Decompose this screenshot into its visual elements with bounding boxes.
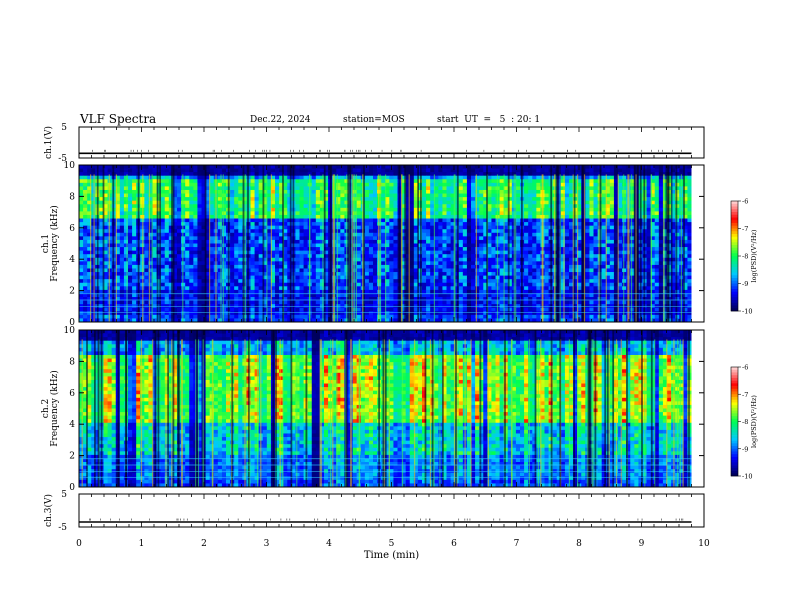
colorbar-tick-label: -7 [742, 391, 748, 399]
ch2-ytick-label: 4 [69, 420, 75, 430]
ch1-ytick-label: 6 [69, 224, 75, 234]
colorbar-tick-label: -6 [742, 198, 748, 206]
xtick-label: 4 [326, 539, 332, 549]
ch2-ytick-label: 10 [64, 326, 76, 336]
ch3-ytick-label: -5 [58, 523, 67, 533]
ch3-ytick-label: 5 [61, 490, 67, 500]
xtick-label: 2 [201, 539, 207, 549]
ch1-ylabel: Frequency (kHz) [49, 205, 60, 282]
ch1-ytick-label: 2 [69, 287, 75, 297]
xtick-label: 1 [139, 539, 145, 549]
colorbar-tick-label: -9 [742, 445, 748, 453]
colorbar-tick-label: -7 [742, 225, 748, 233]
xtick-label: 7 [514, 539, 520, 549]
ch2-ytick-label: 0 [69, 483, 75, 493]
colorbar-tick-label: -9 [742, 280, 748, 288]
colorbar-tick-label: -6 [742, 364, 748, 372]
ch2-ytick-label: 2 [69, 452, 75, 462]
xtick-label: 8 [576, 539, 582, 549]
ch1-ylabel: ch.1(V) [43, 126, 54, 159]
xtick-label: 6 [451, 539, 457, 549]
ch2-ytick-label: 6 [69, 389, 75, 399]
colorbar-label: log(PSD)(V²/Hz) [750, 229, 758, 282]
xtick-label: 10 [698, 539, 710, 549]
x-axis-label: Time (min) [364, 550, 419, 561]
ch2-spectrogram [79, 330, 704, 487]
colorbar-tick-label: -8 [742, 418, 748, 426]
colorbar-tick-label: -10 [742, 473, 752, 481]
ch1-ytick-label: 4 [69, 255, 75, 265]
xtick-label: 9 [639, 539, 645, 549]
xtick-label: 3 [264, 539, 270, 549]
xtick-label: 5 [389, 539, 395, 549]
xtick-label: 0 [76, 539, 82, 549]
ch1-ytick-label: 5 [61, 123, 67, 133]
ch1-spectrogram [79, 165, 704, 322]
ch2-colorbar: -6 -7 -8 -9 -10 log(PSD)(V²/Hz) [731, 364, 758, 481]
ch2-ylabel: Frequency (kHz) [49, 370, 60, 447]
colorbar-tick-label: -8 [742, 253, 748, 261]
vlf-spectra-figure: 0246810ch.1 Frequency (kHz)-6-7-8-9-10log… [0, 0, 792, 612]
colorbar-tick-label: -10 [742, 308, 752, 316]
ch1-ytick-label: -5 [58, 154, 67, 164]
ch3-ylabel: ch.3(V) [43, 494, 54, 527]
ch1-ytick-label: 8 [69, 192, 75, 202]
ch2-ytick-label: 8 [69, 357, 75, 367]
colorbar-label: log(PSD)(V²/Hz) [750, 395, 758, 448]
ch1-colorbar: -6 -7 -8 -9 -10 log(PSD)(V²/Hz) [731, 198, 758, 316]
